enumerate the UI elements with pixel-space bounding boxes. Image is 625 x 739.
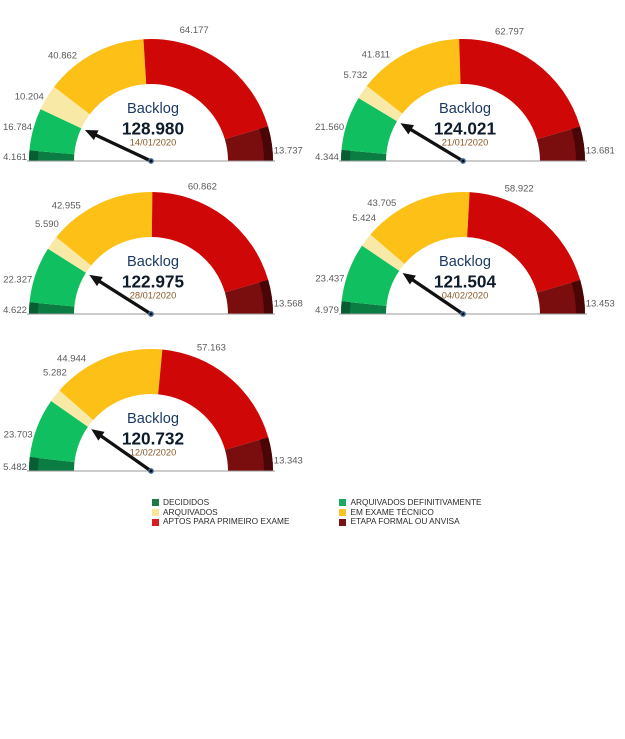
svg-text:04/02/2020: 04/02/2020: [442, 291, 489, 301]
svg-text:122.975: 122.975: [122, 272, 185, 292]
svg-text:21/01/2020: 21/01/2020: [442, 138, 489, 148]
svg-text:Backlog: Backlog: [127, 101, 179, 117]
svg-text:43.705: 43.705: [367, 198, 396, 209]
svg-text:5.732: 5.732: [344, 70, 368, 81]
svg-text:Backlog: Backlog: [439, 254, 491, 270]
svg-text:58.922: 58.922: [505, 183, 534, 194]
svg-text:124.021: 124.021: [434, 119, 497, 139]
svg-text:13.568: 13.568: [274, 299, 303, 310]
svg-text:13.453: 13.453: [586, 299, 615, 310]
svg-text:128.980: 128.980: [122, 119, 184, 139]
svg-text:22.327: 22.327: [3, 274, 32, 285]
svg-text:4.344: 4.344: [315, 152, 339, 163]
svg-text:64.177: 64.177: [180, 25, 209, 36]
svg-text:14/01/2020: 14/01/2020: [130, 138, 177, 148]
svg-text:44.944: 44.944: [57, 354, 86, 365]
svg-text:13.343: 13.343: [274, 456, 303, 467]
svg-text:4.622: 4.622: [3, 305, 27, 316]
svg-text:5.590: 5.590: [35, 219, 59, 230]
svg-text:13.681: 13.681: [586, 145, 615, 156]
svg-text:57.163: 57.163: [197, 342, 226, 353]
svg-text:Backlog: Backlog: [127, 254, 179, 270]
svg-text:28/01/2020: 28/01/2020: [130, 291, 177, 301]
svg-text:21.560: 21.560: [315, 122, 344, 133]
svg-text:5.482: 5.482: [3, 462, 27, 473]
svg-text:5.424: 5.424: [352, 213, 376, 224]
svg-text:121.504: 121.504: [434, 272, 497, 292]
svg-text:40.862: 40.862: [48, 50, 77, 61]
svg-text:23.703: 23.703: [4, 430, 33, 441]
svg-text:4.161: 4.161: [3, 152, 27, 163]
svg-text:10.204: 10.204: [15, 92, 44, 103]
svg-text:16.784: 16.784: [3, 122, 32, 133]
svg-text:41.811: 41.811: [362, 49, 390, 60]
svg-text:42.955: 42.955: [52, 200, 81, 211]
svg-text:23.437: 23.437: [315, 274, 344, 285]
svg-text:62.797: 62.797: [495, 26, 524, 37]
svg-text:13.737: 13.737: [274, 145, 303, 156]
svg-text:Backlog: Backlog: [439, 101, 491, 117]
svg-text:Backlog: Backlog: [127, 411, 179, 427]
svg-text:120.732: 120.732: [122, 429, 184, 449]
svg-text:12/02/2020: 12/02/2020: [130, 448, 177, 458]
svg-text:4.979: 4.979: [315, 305, 339, 316]
svg-text:5.282: 5.282: [43, 367, 67, 378]
svg-text:60.862: 60.862: [188, 181, 217, 192]
